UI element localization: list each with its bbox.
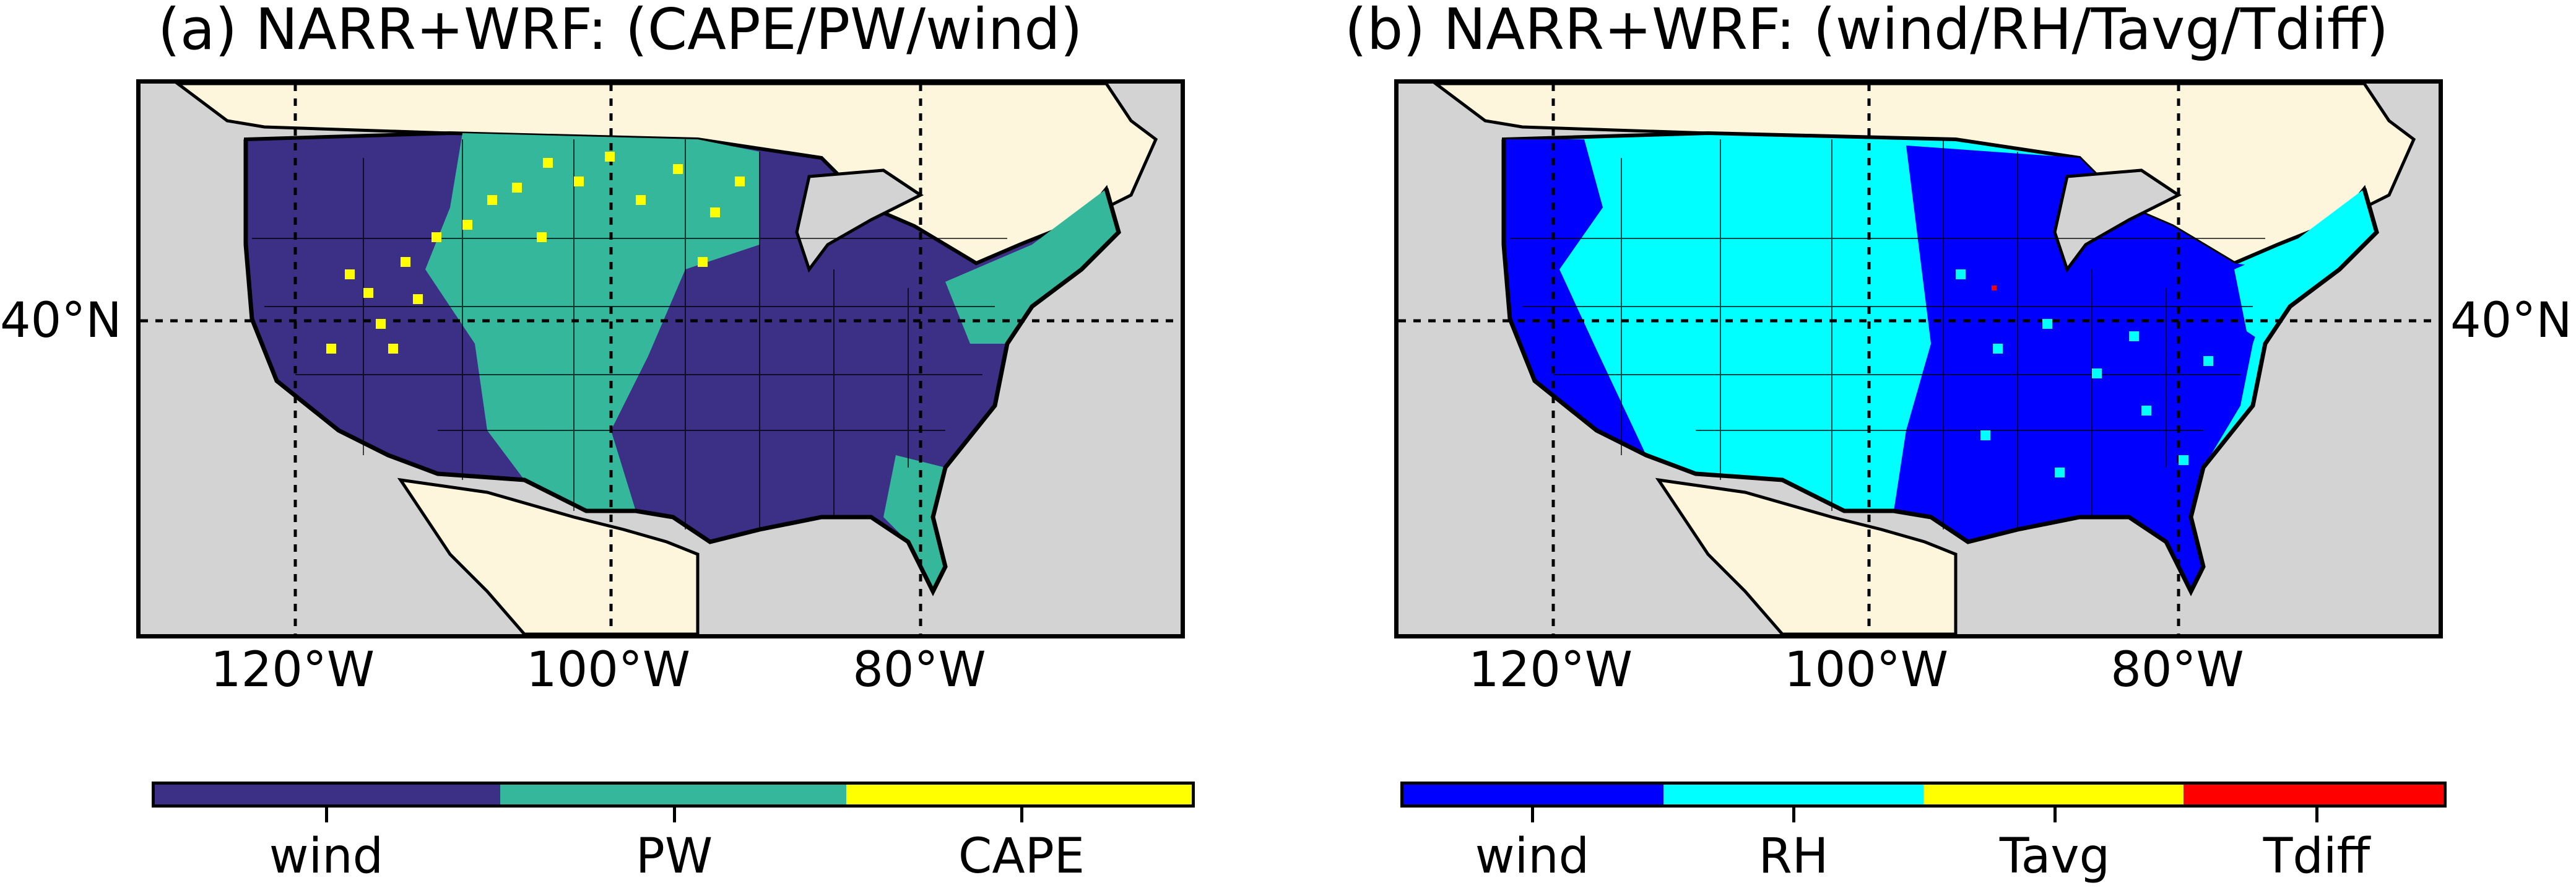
cape-speckles: [326, 152, 745, 354]
legend-label-rh: RH: [1758, 829, 1829, 884]
rh-region-northeast: [2234, 189, 2377, 344]
wind-region-west: [1504, 139, 1646, 455]
wind-region-east: [1894, 146, 2278, 591]
state-borders: [252, 139, 1007, 529]
legend-swatch-pw: [500, 785, 846, 804]
legend-swatch-tdiff: [2184, 785, 2444, 804]
map-frame: [136, 79, 1185, 638]
tdiff-point: [1992, 285, 1997, 290]
legend-tick: [2315, 808, 2318, 822]
legend-swatch-tavg: [1923, 785, 2184, 804]
lon-label-120w: 120°W: [1468, 642, 1633, 698]
rh-speckles: [1956, 269, 2213, 477]
legend-swatch-cape: [846, 785, 1192, 804]
legend-colorbar: [152, 782, 1195, 808]
legend-swatch-rh: [1663, 785, 1923, 804]
graticule: [1399, 84, 2439, 634]
pw-region-southeast: [883, 455, 945, 591]
map-canvas: [1399, 84, 2439, 634]
legend-tick: [325, 808, 328, 822]
lon-label-80w: 80°W: [2110, 642, 2244, 698]
graticule: [141, 84, 1181, 634]
legend-tick: [1792, 808, 1795, 822]
legend-label-pw: PW: [635, 829, 713, 884]
legend-tick: [2053, 808, 2057, 822]
legend-colorbar: [1400, 782, 2447, 808]
legend-label-tavg: Tavg: [1999, 829, 2110, 884]
map-canvas: [141, 84, 1181, 634]
lon-label-100w: 100°W: [526, 642, 691, 698]
pw-region-east: [945, 189, 1119, 344]
panel-title: (b) NARR+WRF: (wind/RH/Tavg/Tdiff): [1345, 0, 2389, 63]
legend-tick: [1531, 808, 1534, 822]
legend-label-wind: wind: [1475, 829, 1590, 884]
legend-label-cape: CAPE: [958, 829, 1085, 884]
map-frame: [1394, 79, 2443, 638]
legend-tick: [1020, 808, 1023, 822]
panel-title: (a) NARR+WRF: (CAPE/PW/wind): [158, 0, 1083, 63]
panel-a: (a) NARR+WRF: (CAPE/PW/wind) 40°N: [0, 0, 1257, 893]
legend-swatch-wind: [155, 785, 501, 804]
panel-b: (b) NARR+WRF: (wind/RH/Tavg/Tdiff): [1257, 0, 2576, 893]
lat-label-40n: 40°N: [2450, 293, 2572, 349]
coastline: [1501, 139, 2379, 596]
legend-label-tdiff: Tdiff: [2263, 829, 2370, 884]
mexico-land: [397, 477, 700, 634]
lat-label-40n: 40°N: [0, 293, 122, 349]
lon-label-100w: 100°W: [1784, 642, 1949, 698]
lon-label-120w: 120°W: [210, 642, 375, 698]
mexico-land: [1655, 477, 1958, 634]
legend-tick: [673, 808, 676, 822]
legend-swatch-wind: [1403, 785, 1663, 804]
coastline: [243, 139, 1121, 596]
state-borders: [1510, 139, 2265, 529]
legend-label-wind: wind: [269, 829, 384, 884]
lon-label-80w: 80°W: [852, 642, 986, 698]
